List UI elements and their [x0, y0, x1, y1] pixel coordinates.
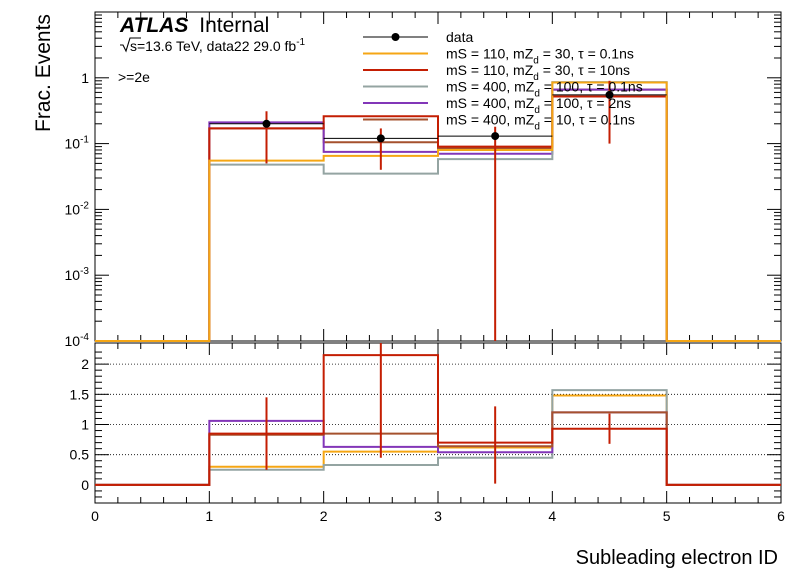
x-tick-label: 4	[548, 508, 556, 524]
legend-label: mS = 400, mZd = 100, τ = 0.1ns	[446, 79, 643, 100]
histogram-series	[95, 95, 781, 342]
top-panel: 10-4 10-3 10-2 10-1 1	[65, 11, 782, 349]
data-point	[491, 132, 500, 141]
histogram-series	[95, 81, 781, 342]
selection-label: >=2e	[118, 69, 150, 85]
legend-label: data	[446, 29, 473, 45]
legend-marker-data-point	[391, 33, 400, 41]
atlas-status: Internal	[199, 14, 269, 37]
y-axis-label: Frac. Events	[32, 14, 55, 132]
x-tick-label: 3	[434, 508, 442, 524]
ratio-panel: 0 1 2 3 4 5 6 0 0.5 1 1.5 2	[70, 342, 785, 524]
atlas-label: ATLAS Internal s=13.6 TeV, data22 29.0 f…	[118, 14, 306, 85]
lumi-exponent: -1	[296, 37, 305, 48]
ratio-y-tick-label: 0	[81, 477, 89, 493]
ratio-y-tick-label: 1.5	[70, 386, 90, 402]
x-axis-label: Subleading electron ID	[576, 547, 778, 569]
y-tick-label: 10-2	[65, 200, 90, 217]
svg-text:s=13.6 TeV, data22 29.0 fb-1: s=13.6 TeV, data22 29.0 fb-1	[130, 37, 306, 54]
data-point	[605, 90, 614, 99]
svg-text:ATLAS Internal: ATLAS Internal	[119, 14, 269, 37]
ratio-series	[95, 354, 781, 486]
energy-label: s=13.6 TeV, data22 29.0 fb-1	[120, 37, 306, 54]
x-tick-label: 0	[91, 508, 99, 524]
data-point	[376, 134, 385, 143]
legend-label: mS = 110, mZd = 30, τ = 10ns	[446, 62, 630, 83]
x-tick-label: 6	[777, 508, 785, 524]
x-tick-label: 1	[205, 508, 213, 524]
y-tick-label: 10-3	[65, 266, 90, 283]
atlas-experiment: ATLAS	[119, 14, 188, 37]
y-tick-label: 10-4	[65, 332, 90, 349]
y-tick-label: 10-1	[65, 135, 90, 152]
energy-text: =13.6 TeV, data22 29.0 fb	[137, 38, 296, 54]
y-tick-label: 1	[81, 70, 89, 86]
x-tick-label: 5	[663, 508, 671, 524]
ratio-y-tick-label: 0.5	[70, 447, 90, 463]
top-frame	[94, 11, 782, 342]
ratio-y-tick-label: 2	[81, 356, 89, 372]
data-point	[262, 119, 271, 128]
legend-label: mS = 400, mZd = 100, τ = 2ns	[446, 95, 631, 116]
energy-sqrt-s: s	[130, 38, 137, 54]
legend-label: mS = 110, mZd = 30, τ = 0.1ns	[446, 46, 634, 67]
x-tick-label: 2	[320, 508, 328, 524]
legend-label: mS = 400, mZd = 10, τ = 0.1ns	[446, 112, 635, 133]
ratio-y-tick-label: 1	[81, 417, 89, 433]
